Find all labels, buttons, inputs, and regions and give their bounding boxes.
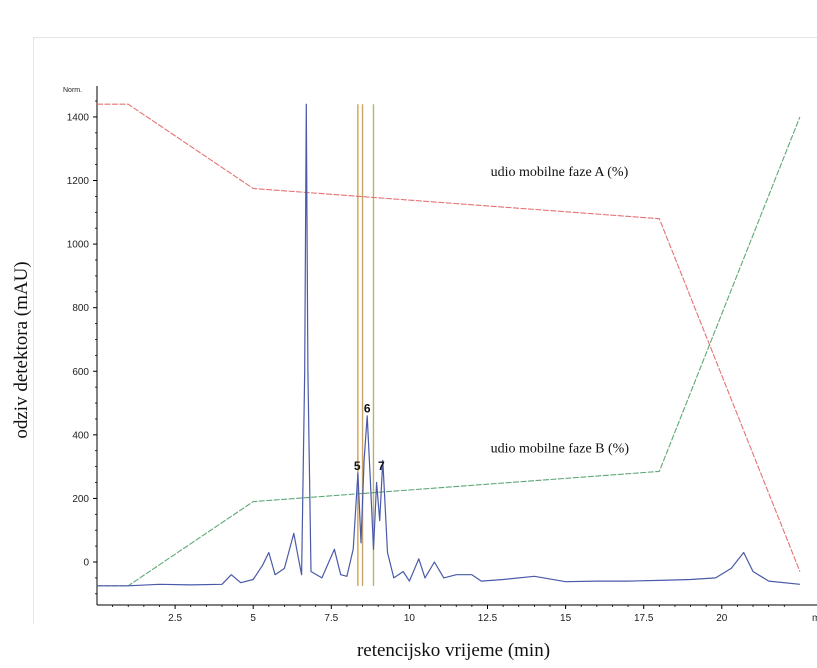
- x-tick-label: 5: [250, 613, 256, 624]
- gradient-b-line: [97, 116, 801, 587]
- y-tick-label: 200: [72, 494, 89, 505]
- y-axis-label: odziv detektora (mAU): [11, 261, 32, 439]
- series-annotation: udio mobilne faze A (%): [491, 165, 629, 180]
- series-annotation: udio mobilne faze B (%): [491, 441, 630, 456]
- x-tick-label: 7.5: [324, 613, 338, 624]
- x-end-label: mi: [812, 613, 817, 624]
- y-tick-label: 600: [72, 367, 89, 378]
- y-tick-label: 1200: [67, 176, 90, 187]
- labels-group: Norm. 0 200 400 600 800 1000 1200 1400 2.5 5 7.5 10 1…: [63, 87, 817, 624]
- x-tick-label: 2.5: [168, 613, 182, 624]
- x-tick-label: 15: [560, 613, 572, 624]
- peak-label: 7: [378, 459, 385, 473]
- y-tick-label: 1400: [67, 112, 90, 123]
- gradient-a-line: [97, 103, 801, 572]
- axes-group: [93, 86, 817, 609]
- norm-label: Norm.: [63, 87, 82, 94]
- y-tick-label: 400: [72, 430, 89, 441]
- chromatogram-trace: [97, 103, 800, 587]
- x-tick-label: 17.5: [634, 613, 654, 624]
- y-tick-label: 800: [72, 303, 89, 314]
- x-tick-label: 20: [716, 613, 728, 624]
- chart-frame: Norm. 0 200 400 600 800 1000 1200 1400 2.5 5 7.5 10 1…: [33, 37, 817, 624]
- x-tick-label: 10: [404, 613, 416, 624]
- peak-label: 6: [364, 402, 371, 416]
- x-axis-label: retencijsko vrijeme (min): [356, 640, 551, 661]
- y-tick-label: 1000: [67, 240, 90, 251]
- x-tick-label: 12.5: [478, 613, 498, 624]
- series-group: [97, 103, 801, 587]
- y-tick-label: 0: [83, 558, 89, 569]
- peak-label: 5: [354, 459, 361, 473]
- chromatogram-chart: Norm. 0 200 400 600 800 1000 1200 1400 2.5 5 7.5 10 1…: [63, 86, 817, 624]
